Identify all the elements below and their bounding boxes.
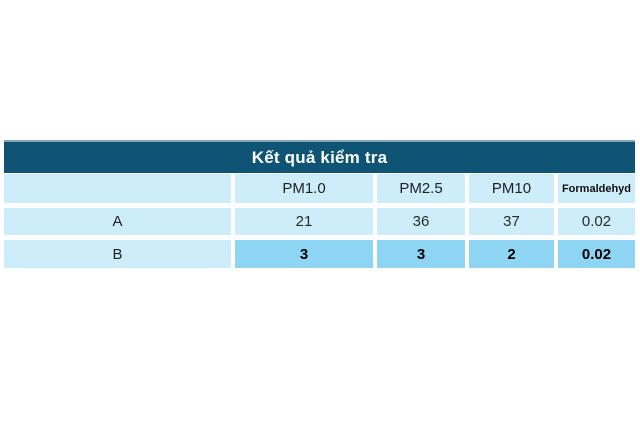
- cell-a-pm1_0: 21: [235, 208, 373, 235]
- row-a-label: A: [4, 208, 231, 235]
- col-header-pm1_0: PM1.0: [235, 174, 373, 203]
- cell-b-formaldehyd: 0.02: [558, 240, 635, 268]
- col-header-pm2_5: PM2.5: [377, 174, 465, 203]
- row-b-label: B: [4, 240, 231, 268]
- cell-a-formaldehyd: 0.02: [558, 208, 635, 235]
- cell-b-pm1_0: 3: [235, 240, 373, 268]
- col-header-pm10: PM10: [469, 174, 554, 203]
- results-grid: PM1.0 PM2.5 PM10 Formaldehyd A 21 36 37 …: [4, 174, 635, 268]
- results-table: Kết quả kiểm tra PM1.0 PM2.5 PM10 Formal…: [4, 140, 635, 268]
- cell-a-pm10: 37: [469, 208, 554, 235]
- cell-a-pm2_5: 36: [377, 208, 465, 235]
- col-header-formaldehyd: Formaldehyd: [558, 174, 635, 203]
- table-title: Kết quả kiểm tra: [251, 147, 388, 167]
- col-header-empty: [4, 174, 231, 203]
- table-title-bar: Kết quả kiểm tra: [4, 140, 635, 173]
- cell-b-pm2_5: 3: [377, 240, 465, 268]
- cell-b-pm10: 2: [469, 240, 554, 268]
